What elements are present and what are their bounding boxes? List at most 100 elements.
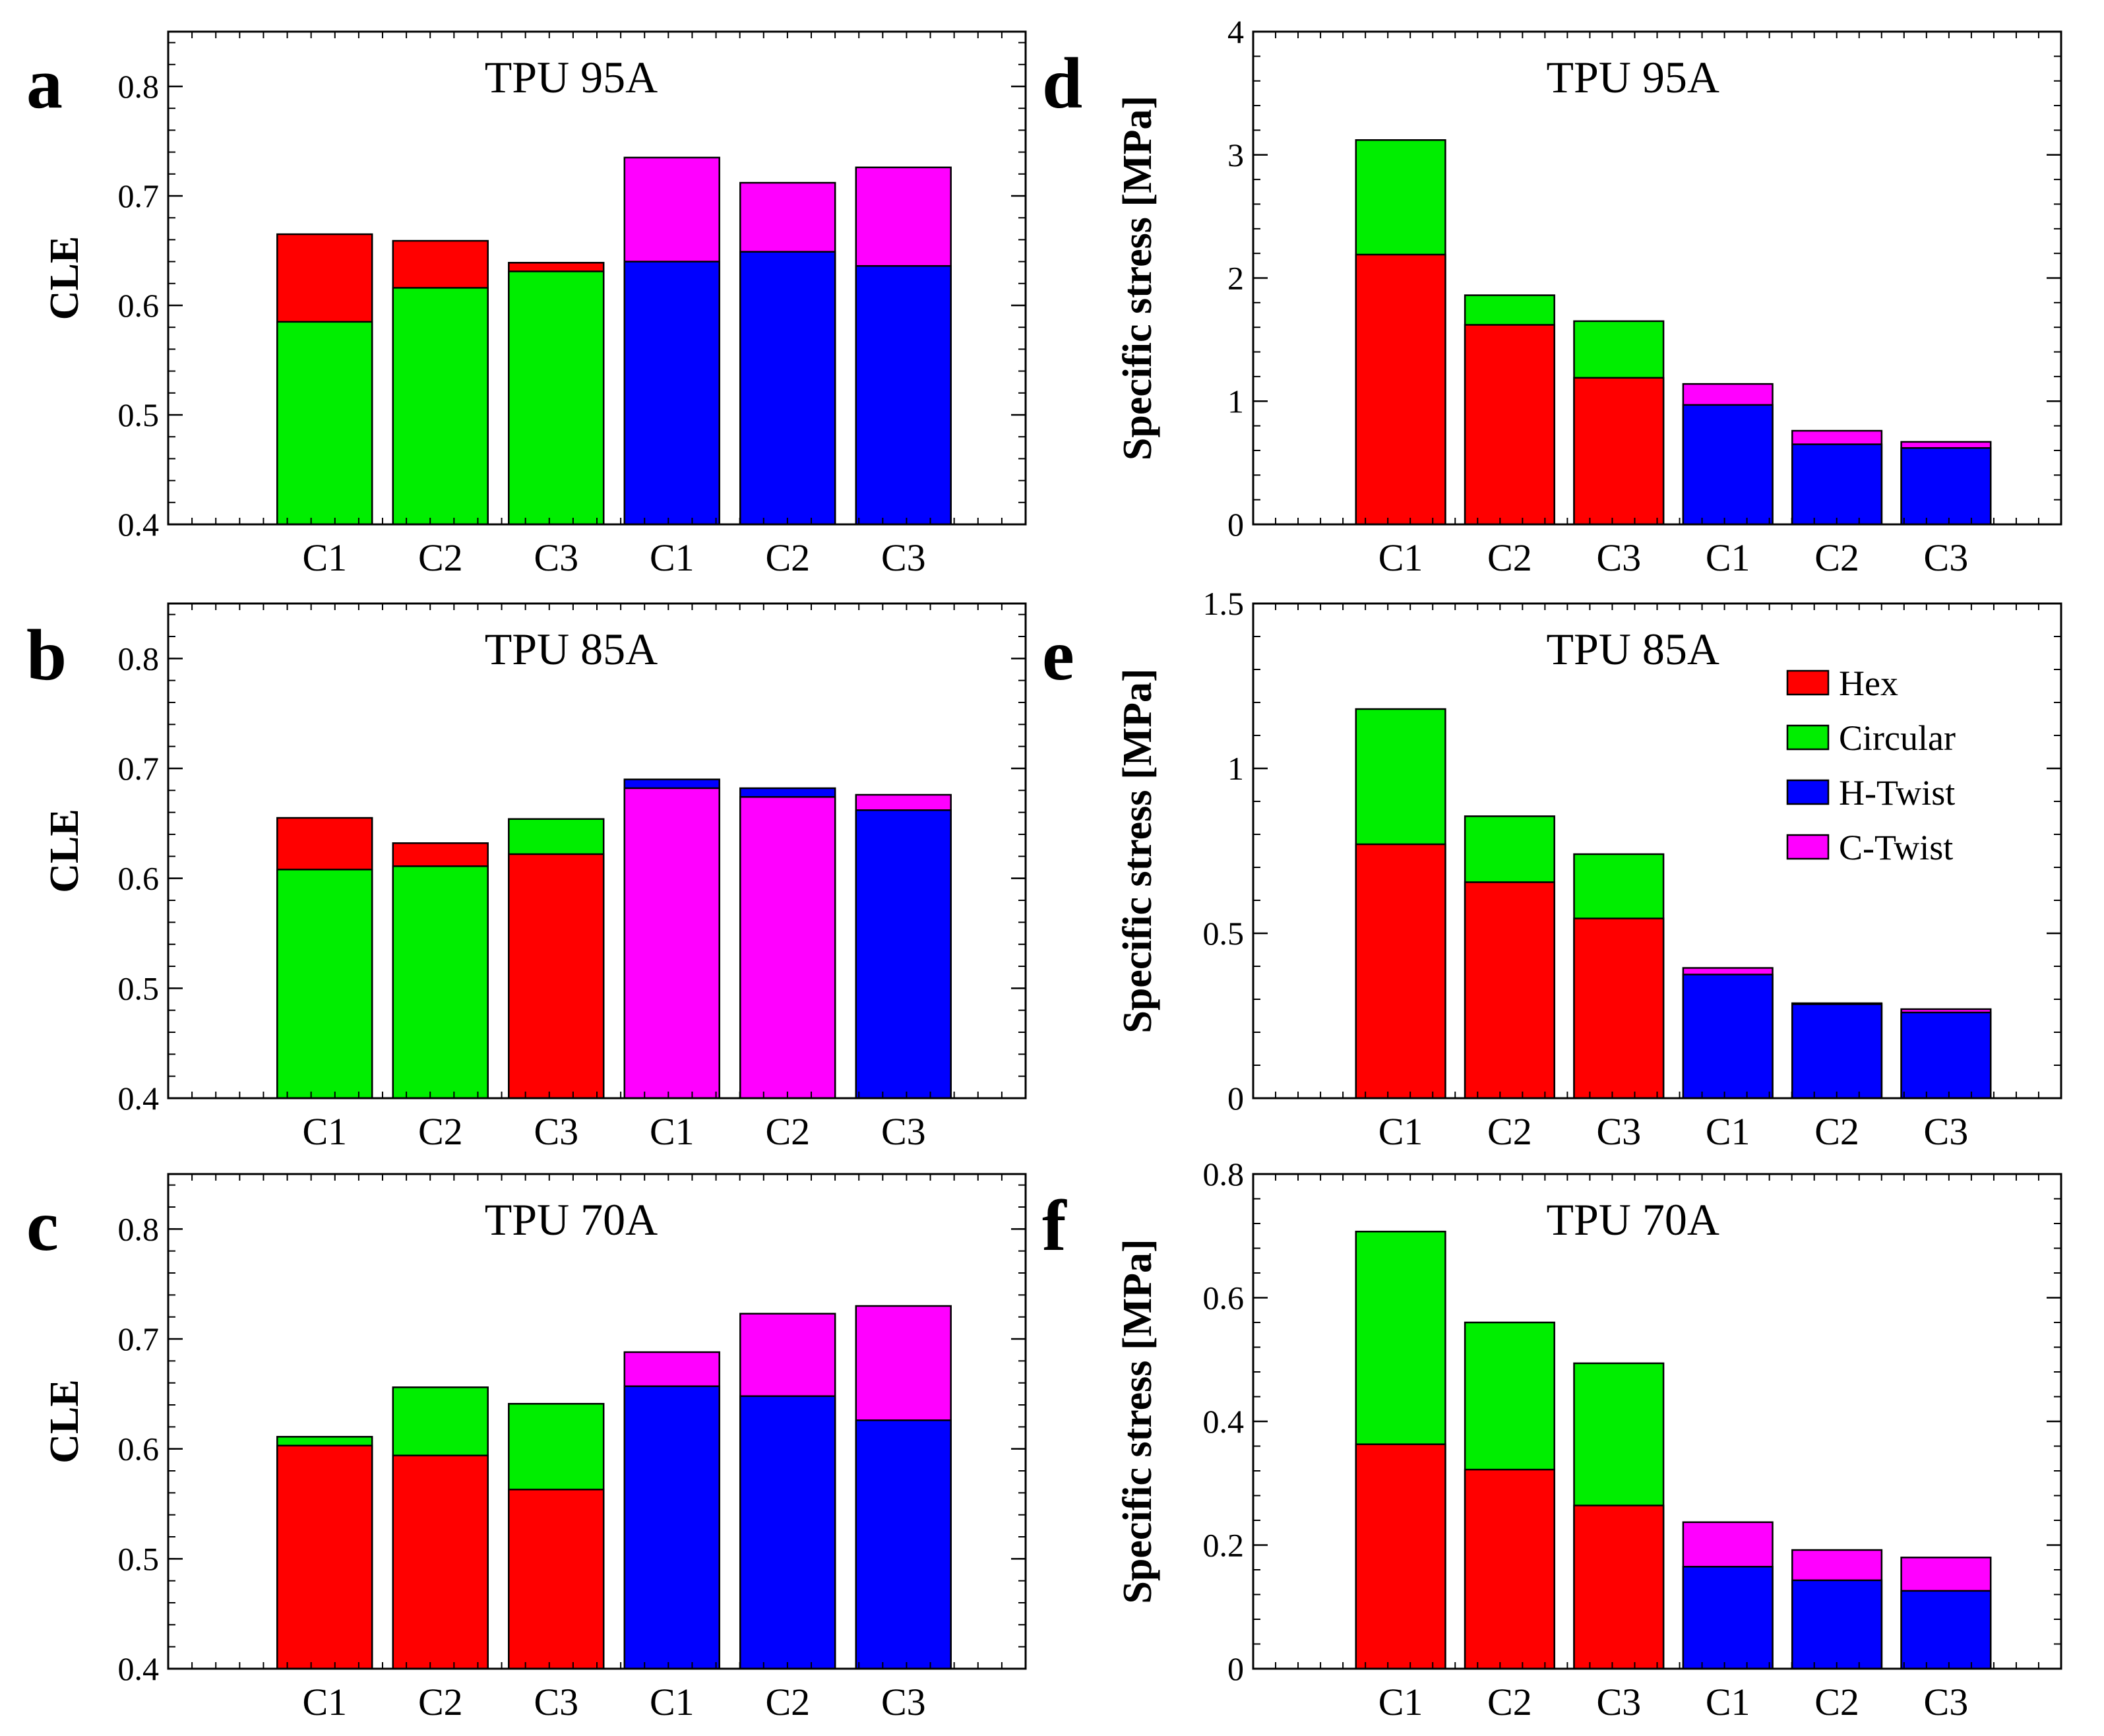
bar-segment-h-twist [1682, 974, 1774, 1100]
y-tick-label: 0.8 [118, 1210, 160, 1247]
legend-label: C-Twist [1839, 828, 1953, 867]
panel-letter: b [26, 615, 67, 695]
bar-group-2 [1464, 815, 1555, 1100]
y-tick-label: 3 [1227, 137, 1244, 173]
y-tick-label: 0.4 [118, 1650, 160, 1687]
bar-group-6 [855, 1305, 952, 1670]
panel-title: TPU 70A [485, 1194, 658, 1245]
y-axis-label: CLE [42, 809, 87, 892]
bar-segment-h-twist [1900, 1590, 1992, 1670]
x-tick-label: C2 [1487, 1110, 1532, 1153]
x-tick-label: C2 [418, 536, 463, 579]
x-tick-label: C2 [1814, 1681, 1859, 1723]
y-tick-label: 0.5 [118, 396, 160, 433]
bar-group-4 [623, 778, 720, 1100]
legend: Hex Circular H-Twist C-Twist [1786, 664, 1956, 867]
panel-title: TPU 85A [1546, 624, 1719, 674]
panel-title: TPU 85A [485, 624, 658, 674]
legend-swatch-circular [1786, 724, 1830, 751]
bar-group-5 [1791, 429, 1883, 526]
x-tick-label: C1 [302, 536, 347, 579]
x-tick-label: C2 [418, 1681, 463, 1723]
x-tick-label: C1 [1706, 1681, 1750, 1723]
bar-group-5 [739, 181, 836, 526]
bar-group-1 [1355, 708, 1446, 1100]
legend-swatch-c-twist [1786, 834, 1830, 860]
bar-group-3 [508, 262, 605, 526]
x-tick-label: C3 [1924, 1110, 1969, 1153]
panel-title: TPU 70A [1546, 1194, 1719, 1245]
bar-segment-hex [1573, 1504, 1665, 1670]
y-axis-label: Specific stress [MPa] [1115, 96, 1160, 460]
bar-group-2 [392, 1386, 489, 1670]
bar-group-2 [1464, 294, 1555, 526]
x-tick-label: C3 [881, 1110, 926, 1153]
x-tick-label: C1 [1378, 1110, 1423, 1153]
y-tick-label: 4 [1227, 13, 1244, 50]
bar-segment-circular [276, 869, 373, 1100]
bar-segment-h-twist [1900, 447, 1992, 526]
bar-group-3 [508, 1403, 605, 1670]
bar-group-6 [1900, 1557, 1992, 1670]
bar-segment-h-twist [1791, 443, 1883, 526]
bar-group-6 [855, 793, 952, 1100]
panel-f: C1 C2 C3 C1 C2 C3 0 0.2 0.4 0.6 0.8 TPU 70A f Specifi… [1042, 1156, 2062, 1723]
panel-e: C1 C2 C3 C1 C2 C3 0 0.5 1 1.5 TPU 85A e Specific str… [1042, 585, 2062, 1153]
bar-group-6 [1900, 441, 1992, 526]
bar-group-4 [623, 156, 720, 526]
bar-segment-h-twist [1791, 1003, 1883, 1100]
bar-segment-h-twist [855, 1419, 952, 1670]
legend-swatch-h-twist [1786, 779, 1830, 805]
bar-group-1 [276, 817, 373, 1100]
bar-segment-hex [1355, 843, 1446, 1100]
bar-segment-h-twist [623, 261, 720, 526]
bar-segment-hex [1464, 1468, 1555, 1670]
x-tick-label: C1 [1706, 536, 1750, 579]
bar-group-5 [1791, 1002, 1883, 1100]
x-tick-label: C3 [1596, 1110, 1641, 1153]
y-axis-label: CLE [42, 1379, 87, 1463]
y-tick-label: 0.6 [118, 860, 160, 897]
y-tick-label: 0.4 [1203, 1403, 1245, 1440]
panel-letter: e [1042, 615, 1074, 695]
y-axis-label: Specific stress [MPa] [1115, 1239, 1160, 1603]
bar-group-3 [1573, 1362, 1665, 1670]
bar-group-3 [1573, 320, 1665, 526]
bar-segment-c-twist [739, 796, 836, 1100]
bar-segment-h-twist [739, 251, 836, 526]
x-tick-label: C1 [302, 1681, 347, 1723]
legend-label: Hex [1839, 664, 1898, 703]
bar-group-5 [1791, 1549, 1883, 1670]
y-tick-label: 0.7 [118, 750, 160, 787]
x-tick-label: C3 [1924, 536, 1969, 579]
y-tick-label: 0.6 [118, 1431, 160, 1468]
bar-segment-c-twist [623, 787, 720, 1100]
y-tick-label: 1.5 [1203, 585, 1245, 622]
x-tick-label: C1 [650, 1110, 695, 1153]
y-tick-label: 1 [1227, 750, 1244, 787]
bar-segment-hex [1573, 917, 1665, 1100]
x-tick-label: C3 [881, 1681, 926, 1723]
bar-segment-hex [276, 1444, 373, 1670]
legend-label: Circular [1839, 718, 1956, 758]
x-tick-label: C1 [1378, 1681, 1423, 1723]
bar-segment-h-twist [739, 1395, 836, 1670]
y-tick-label: 0 [1227, 506, 1244, 543]
x-tick-label: C2 [418, 1110, 463, 1153]
bar-segment-circular [392, 287, 489, 526]
x-tick-label: C2 [1487, 1681, 1532, 1723]
bar-group-4 [623, 1351, 720, 1670]
bar-group-4 [1682, 967, 1774, 1100]
y-tick-label: 0.6 [118, 287, 160, 324]
bar-segment-circular [508, 270, 605, 526]
bar-segment-circular [276, 321, 373, 526]
bar-group-1 [276, 233, 373, 526]
bar-group-1 [1355, 139, 1446, 526]
y-tick-label: 0.6 [1203, 1280, 1245, 1317]
panel-letter: a [26, 43, 63, 123]
x-tick-label: C3 [881, 536, 926, 579]
bar-group-6 [1900, 1008, 1992, 1100]
x-tick-label: C1 [1378, 536, 1423, 579]
panel-letter: d [1042, 43, 1082, 123]
